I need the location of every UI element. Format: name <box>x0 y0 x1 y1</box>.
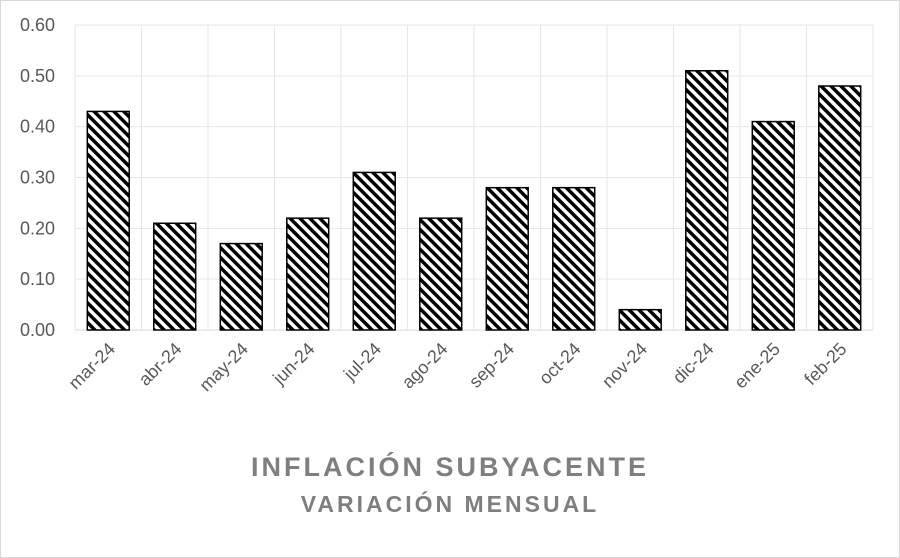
y-tick-label: 0.60 <box>20 15 55 35</box>
x-axis-tick-labels: mar-24 abr-24 may-24 jun-24 jul-24 ago-24 sep-… <box>65 339 851 396</box>
x-tick-label: oct-24 <box>535 339 585 389</box>
y-tick-label: 0.40 <box>20 117 55 137</box>
bar-feb-25 <box>818 85 862 331</box>
bar-mar-24 <box>86 110 130 331</box>
y-tick-label: 0.10 <box>20 269 55 289</box>
bar-dic-24 <box>685 70 729 331</box>
y-tick-label: 0.50 <box>20 66 55 86</box>
x-tick-label: dic-24 <box>669 339 718 388</box>
y-tick-label: 0.00 <box>20 320 55 340</box>
bar-nov-24 <box>618 308 662 331</box>
bar-jul-24 <box>352 171 396 331</box>
x-tick-label: nov-24 <box>598 339 651 392</box>
bar-abr-24 <box>153 222 197 331</box>
x-tick-label: ene-25 <box>730 339 784 393</box>
bar-sep-24 <box>485 186 529 331</box>
y-axis-tick-labels: 0.00 0.10 0.20 0.30 0.40 0.50 0.60 <box>20 15 55 340</box>
x-tick-label: sep-24 <box>465 339 518 392</box>
bar-jun-24 <box>286 217 330 331</box>
chart-title: INFLACIÓN SUBYACENTE <box>250 452 650 482</box>
bar-ene-25 <box>751 120 795 331</box>
chart-subtitle: VARIACIÓN MENSUAL <box>300 491 600 517</box>
x-tick-label: abr-24 <box>135 339 186 390</box>
x-tick-label: may-24 <box>195 339 252 396</box>
y-tick-label: 0.30 <box>20 168 55 188</box>
bar-oct-24 <box>552 186 596 331</box>
bar-ago-24 <box>419 217 463 331</box>
x-tick-label: jul-24 <box>339 339 385 385</box>
y-tick-label: 0.20 <box>20 218 55 238</box>
x-tick-label: mar-24 <box>65 339 119 393</box>
bar-may-24 <box>219 242 263 331</box>
bars <box>86 70 862 331</box>
gridlines <box>74 24 874 331</box>
x-tick-label: ago-24 <box>398 339 452 393</box>
x-tick-label: feb-25 <box>800 339 850 389</box>
x-tick-label: jun-24 <box>268 339 318 389</box>
